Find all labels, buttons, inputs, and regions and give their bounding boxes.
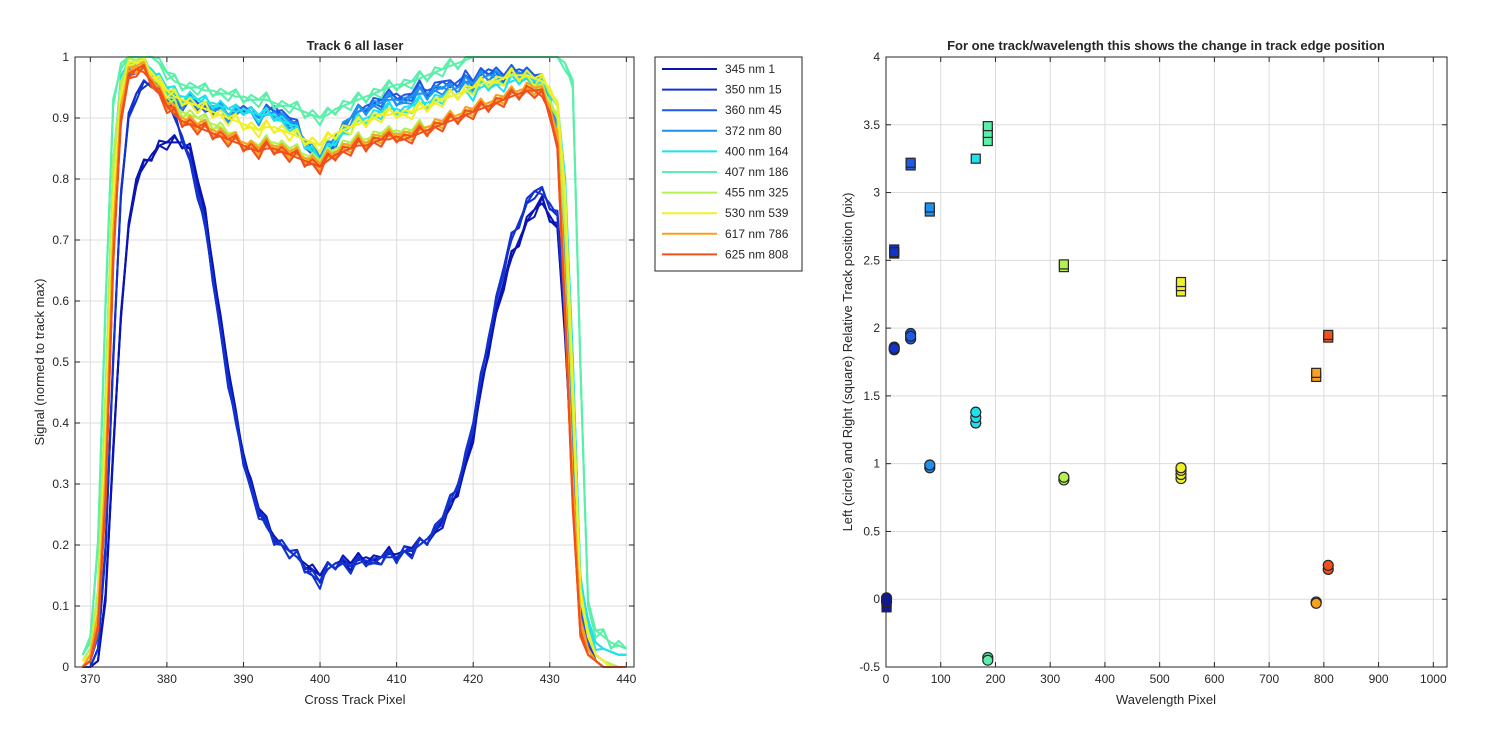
right-x-axis-label: Wavelength Pixel [1116,692,1216,707]
legend: 345 nm 1 350 nm 15 360 nm 45 372 nm 80 400 n… [654,56,803,272]
left-edge-circle-marker [1058,471,1070,483]
left-x-tick-label: 400 [310,672,330,686]
left-y-tick-label: 0.3 [52,477,69,491]
left-y-tick-label: 0.4 [52,416,69,430]
left-edge-circle-marker [888,342,900,355]
right-y-tick-label: 1 [873,457,880,471]
left-edge-circle-marker [905,330,917,342]
series-line-625-nm-808 [82,63,627,668]
legend-label: 617 nm 786 [725,227,789,241]
series-line-530-nm-539 [82,57,627,668]
left-chart-title: Track 6 all laser [307,38,404,53]
left-x-tick-label: 380 [157,672,177,686]
left-x-tick-label: 390 [233,672,253,686]
right-y-tick-label: 3 [873,186,880,200]
left-edge-circle-marker [970,406,982,418]
right-y-tick-label: 0.5 [863,524,880,538]
left-x-tick-label: 370 [80,672,100,686]
left-y-axis-label: Signal (normed to track max) [32,279,47,446]
legend-label: 530 nm 539 [725,206,789,220]
right-plot-area [886,57,1447,667]
right-edge-square-marker [905,157,916,168]
right-edge-square-marker [1311,367,1322,378]
series-line-617-nm-786 [81,60,627,668]
left-plot-frame [74,56,635,668]
series-line-345-nm-1 [82,134,627,668]
left-series-lines [81,56,628,668]
right-x-tick-label: 600 [1204,672,1224,686]
right-y-axis-label: Left (circle) and Right (square) Relativ… [840,193,855,532]
series-line-625-nm-808 [82,65,627,668]
left-y-tick-label: 0 [62,660,69,674]
legend-label: 345 nm 1 [725,62,775,76]
legend-label: 625 nm 808 [725,247,789,261]
right-y-tick-label: 2.5 [863,253,880,267]
right-markers [880,121,1334,666]
right-x-tick-label: 700 [1259,672,1279,686]
legend-label: 350 nm 15 [725,83,782,97]
right-y-tick-label: 3.5 [863,118,880,132]
right-edge-square-marker [970,153,981,164]
right-x-tick-label: 900 [1369,672,1389,686]
legend-label: 360 nm 45 [725,103,782,117]
left-edge-circle-marker [982,654,994,666]
legend-label: 407 nm 186 [725,165,789,179]
right-x-tick-label: 200 [985,672,1005,686]
right-edge-square-marker [1323,329,1334,340]
right-y-tick-label: 4 [873,50,880,64]
left-edge-circle-marker [924,459,936,471]
right-x-tick-label: 1000 [1420,672,1447,686]
right-x-tick-label: 300 [1040,672,1060,686]
legend-label: 455 nm 325 [725,186,789,200]
left-y-tick-label: 0.5 [52,355,69,369]
left-edge-circle-marker [1175,462,1187,474]
left-y-tick-label: 0.1 [52,599,69,613]
left-y-tick-label: 0.7 [52,233,69,247]
right-edge-square-marker [924,202,935,213]
legend-label: 400 nm 164 [725,144,789,158]
right-scatter-chart: 0 100 200 300 400 500 600 700 800 900 1000-0.500.5… [840,38,1448,707]
right-x-tick-label: 400 [1095,672,1115,686]
right-y-tick-label: 0 [873,592,880,606]
right-ticks: 0 100 200 300 400 500 600 700 800 900 1000-0.500.5… [859,50,1447,686]
legend-label: 372 nm 80 [725,124,782,138]
right-x-tick-label: 100 [931,672,951,686]
right-edge-square-marker [982,121,993,132]
legend-box [654,56,803,272]
right-plot-frame [885,56,1448,668]
left-x-tick-label: 420 [463,672,483,686]
series-line-530-nm-539 [82,59,627,668]
left-ticks: 370 380 390 400 410 420 430 440 0 0.1 0.2 0.3 0.4 0.5… [52,50,636,686]
right-edge-square-marker [1175,276,1187,288]
left-x-tick-label: 440 [616,672,636,686]
left-y-tick-label: 0.6 [52,294,69,308]
left-x-tick-label: 430 [540,672,560,686]
right-y-tick-label: 2 [873,321,880,335]
right-y-tick-label: -0.5 [859,660,880,674]
right-x-tick-label: 500 [1150,672,1170,686]
left-x-tick-label: 410 [387,672,407,686]
left-y-tick-label: 0.8 [52,172,69,186]
left-edge-circle-marker [1310,597,1322,609]
left-line-chart: 370 380 390 400 410 420 430 440 0 0.1 0.2 0.3 0.4 0.5… [32,38,637,707]
left-x-axis-label: Cross Track Pixel [304,692,405,707]
left-edge-circle-marker [1322,559,1334,571]
right-edge-square-marker [881,596,892,608]
right-x-tick-label: 0 [883,672,890,686]
right-y-tick-label: 1.5 [863,389,880,403]
right-chart-title: For one track/wavelength this shows the … [947,38,1385,53]
right-edge-square-marker [1058,259,1069,270]
left-y-tick-label: 0.2 [52,538,69,552]
right-x-tick-label: 800 [1314,672,1334,686]
right-edge-square-marker [889,247,900,258]
left-y-tick-label: 0.9 [52,111,69,125]
left-y-tick-label: 1 [62,50,69,64]
